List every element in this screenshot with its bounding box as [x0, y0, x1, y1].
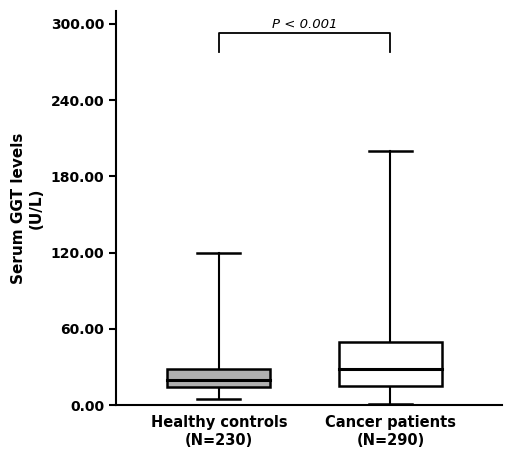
Y-axis label: Serum GGT levels
(U/L): Serum GGT levels (U/L) — [11, 132, 44, 284]
Bar — [339, 341, 442, 386]
Bar — [167, 369, 270, 387]
Text: P < 0.001: P < 0.001 — [272, 18, 337, 32]
